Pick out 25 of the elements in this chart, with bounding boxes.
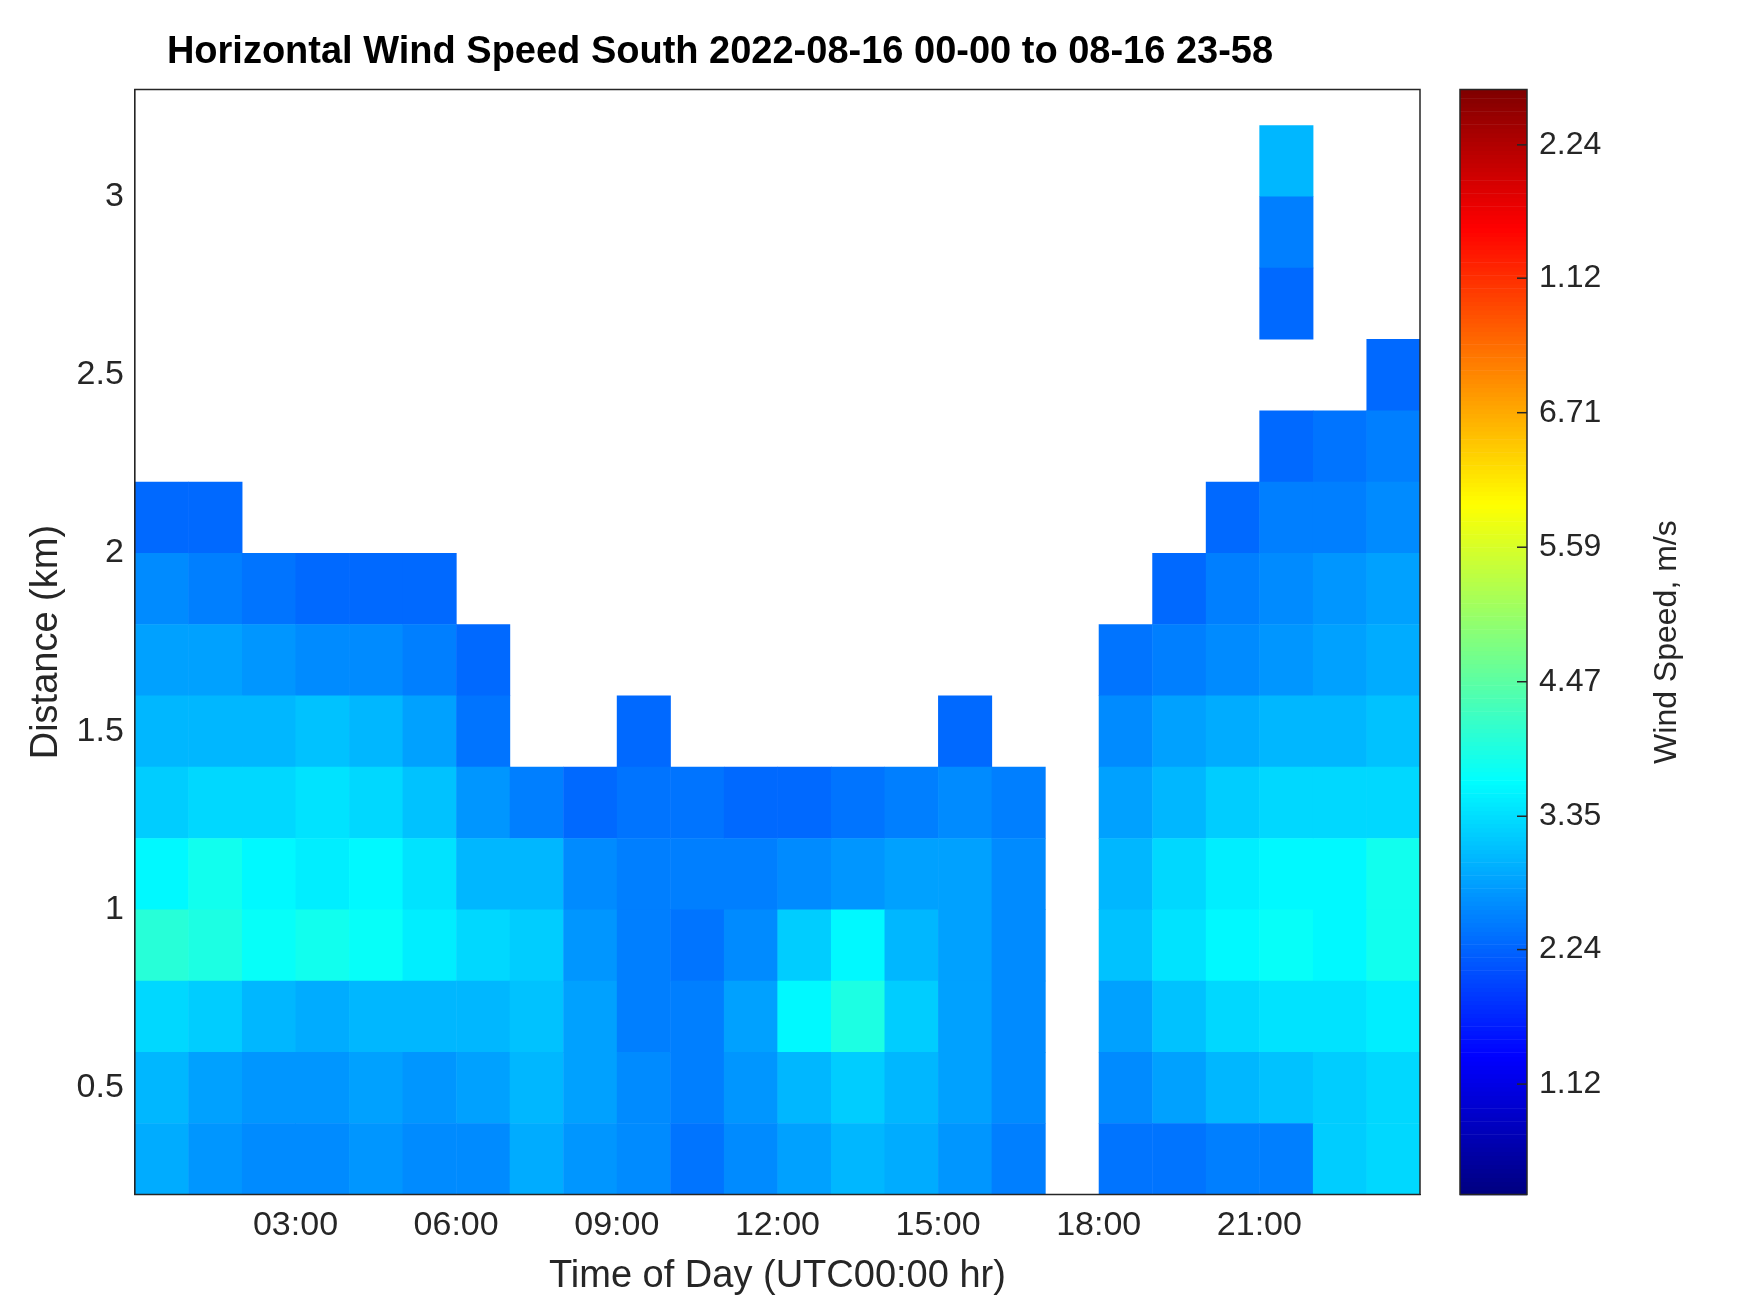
color-bar-label: 6.71 (1539, 392, 1602, 429)
x-tick-label: 06:00 (413, 1204, 499, 1243)
color-bar-label: 5.59 (1539, 527, 1602, 564)
y-tick-label: 2.5 (76, 353, 124, 392)
x-tick-label: 03:00 (252, 1204, 339, 1243)
x-tick-label: 21:00 (1216, 1204, 1302, 1243)
y-tick-label: 3 (104, 174, 124, 213)
y-tick-label: 1.5 (76, 709, 124, 748)
color-bar-label: 4.47 (1539, 661, 1602, 698)
x-tick-label: 12:00 (734, 1204, 820, 1243)
color-bar-label: 3.35 (1539, 796, 1602, 833)
y-tick-label: 1 (104, 887, 124, 926)
x-tick-label: 18:00 (1056, 1204, 1142, 1243)
y-tick-label: 2 (104, 531, 124, 570)
x-axis-title: Time of Day (UTC00:00 hr) (549, 1252, 1006, 1295)
y-tick-label: 0.5 (76, 1066, 124, 1105)
text: 2.24 (1539, 124, 1602, 161)
color-bar-label: 2.24 (1539, 929, 1602, 966)
x-tick-label: 15:00 (895, 1204, 981, 1243)
chart-title: Horizontal Wind Speed South 2022-08-16 00-00 to 08-16 23-58 (166, 29, 1274, 72)
color-bar-label: 1.12 (1539, 1063, 1602, 1100)
x-tick-label: 09:00 (574, 1204, 660, 1243)
color-bar-title: Wind Speed, m/s (1646, 520, 1683, 764)
text: 1.12 (1539, 258, 1602, 294)
y-axis-title: Distance (km) (23, 524, 66, 760)
